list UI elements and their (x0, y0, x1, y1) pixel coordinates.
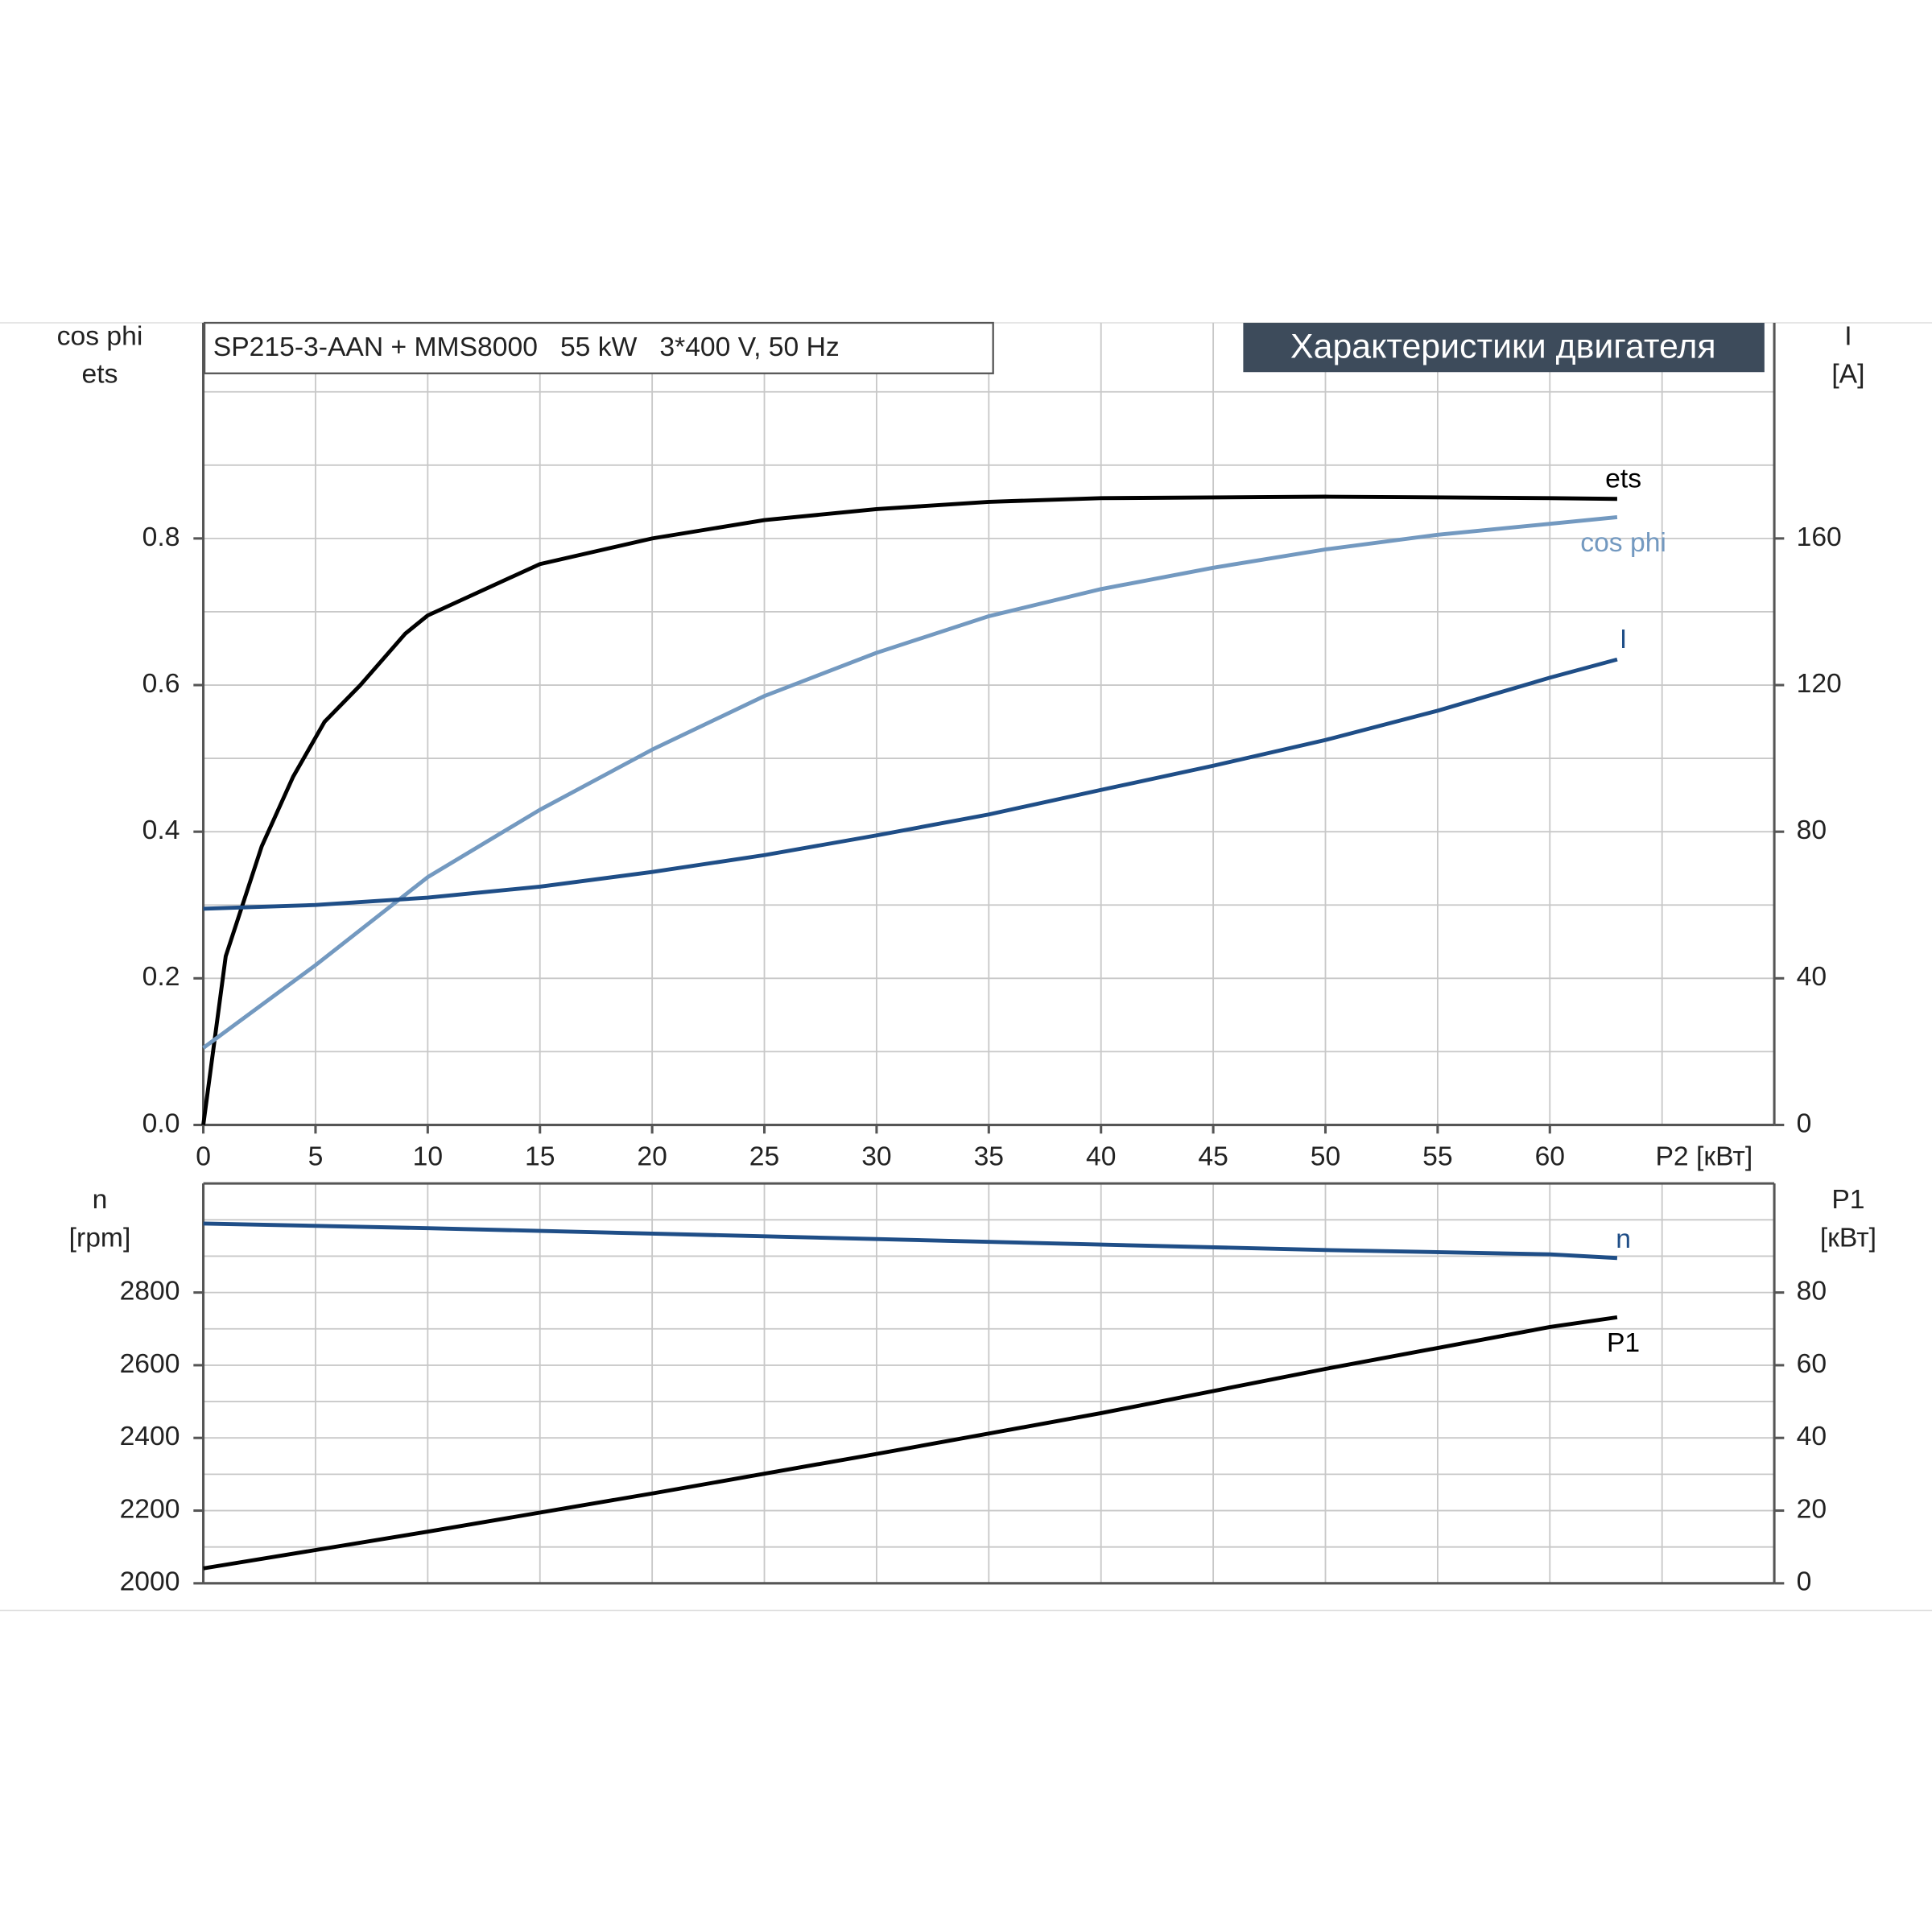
x-tick-label: 45 (1198, 1142, 1228, 1172)
series-line (203, 657, 1618, 911)
x-axis-label: P2 [кВт] (1655, 1142, 1752, 1172)
x-tick-label: 50 (1311, 1142, 1340, 1172)
y-tick-label: 0.4 (142, 815, 180, 845)
chart-title: SP215-3-AAN + MMS8000 55 kW 3*400 V, 50 … (213, 332, 840, 362)
series-line (201, 494, 1617, 1125)
subtitle-box (1243, 323, 1765, 373)
y2-tick-label: 80 (1797, 815, 1827, 845)
y2-tick-label: 40 (1797, 962, 1827, 992)
y2-tick-label: 80 (1797, 1277, 1827, 1307)
y-tick-label: 0.8 (142, 522, 180, 552)
y-axis-label: cos phi (57, 321, 143, 351)
y2-axis-label: [кВт] (1820, 1224, 1876, 1253)
x-tick-label: 30 (861, 1142, 891, 1172)
x-tick-label: 10 (413, 1142, 443, 1172)
y2-axis-label: [A] (1831, 360, 1864, 390)
x-tick-label: 20 (637, 1142, 667, 1172)
x-tick-label: 55 (1422, 1142, 1452, 1172)
series-label: n (1616, 1224, 1631, 1254)
series-label: I (1620, 625, 1627, 654)
y-tick-label: 2600 (120, 1349, 180, 1379)
chart-subtitle: Характеристики двигателя (1290, 327, 1716, 365)
y2-tick-label: 60 (1797, 1349, 1827, 1379)
y2-tick-label: 160 (1797, 522, 1842, 552)
y-axis-label: [rpm] (69, 1224, 131, 1253)
x-tick-label: 5 (308, 1142, 324, 1172)
y-axis-label: ets (82, 360, 118, 390)
y2-axis-label: P1 (1831, 1185, 1864, 1215)
series-label: P1 (1607, 1328, 1640, 1358)
y-tick-label: 2800 (120, 1277, 180, 1307)
series-label: ets (1605, 464, 1641, 494)
y-tick-label: 0.0 (142, 1108, 180, 1138)
y-axis-label: n (93, 1185, 108, 1215)
y2-axis-label: I (1844, 321, 1852, 351)
x-tick-label: 35 (974, 1142, 1004, 1172)
y2-tick-label: 0 (1797, 1108, 1812, 1138)
y-tick-label: 2000 (120, 1567, 180, 1597)
series-line (202, 514, 1618, 1050)
title-box (203, 321, 994, 374)
y2-tick-label: 20 (1797, 1494, 1827, 1524)
series-line (203, 1315, 1618, 1571)
series-line (203, 1221, 1618, 1261)
y-tick-label: 0.2 (142, 962, 180, 992)
y-tick-label: 2400 (120, 1422, 180, 1451)
series-label: cos phi (1580, 528, 1666, 558)
y-tick-label: 2200 (120, 1494, 180, 1524)
x-tick-label: 15 (525, 1142, 555, 1172)
x-tick-label: 0 (196, 1142, 211, 1172)
x-tick-label: 40 (1086, 1142, 1116, 1172)
x-tick-label: 60 (1535, 1142, 1565, 1172)
y2-tick-label: 0 (1797, 1567, 1812, 1597)
y-tick-label: 0.6 (142, 669, 180, 699)
y2-tick-label: 120 (1797, 669, 1842, 699)
x-tick-label: 25 (749, 1142, 779, 1172)
y2-tick-label: 40 (1797, 1422, 1827, 1451)
